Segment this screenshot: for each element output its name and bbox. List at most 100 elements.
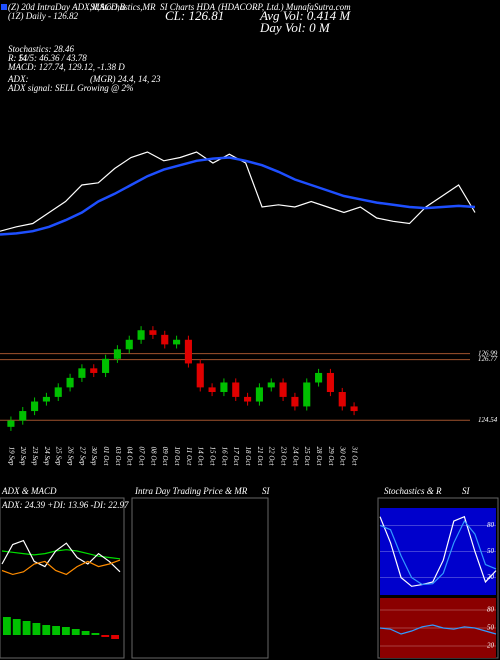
panel-title: SI: [462, 486, 471, 496]
header-text: ADX signal: SELL Growing @ 2%: [7, 83, 134, 93]
y-tick-label: 20: [487, 642, 495, 650]
header-text: MACD: 127.74, 129.12, -1.38 D: [7, 62, 125, 72]
level-label: 126.77: [478, 355, 498, 363]
candle-body: [303, 382, 311, 407]
candle-body: [90, 368, 98, 373]
bar: [91, 633, 100, 635]
x-tick-label: 24 Sep: [43, 447, 51, 466]
header-text: (1Z) Daily - 126.82: [8, 11, 78, 21]
level-label: 126.99: [478, 349, 498, 357]
header-text: SI,Stochastics,MR: [90, 2, 156, 12]
bar: [62, 627, 70, 635]
bar: [3, 617, 11, 635]
x-tick-label: 16 Oct: [220, 447, 228, 467]
bar: [111, 635, 119, 639]
x-tick-label: 30 Sep: [90, 446, 98, 466]
x-tick-label: 21 Oct: [256, 447, 264, 467]
header-text: ADX:: [7, 74, 29, 84]
candle-body: [149, 330, 157, 335]
series-line: [379, 515, 497, 587]
candle-body: [232, 382, 240, 397]
y-tick-label: 20: [487, 573, 495, 581]
bar: [12, 619, 21, 635]
bar: [71, 629, 80, 635]
panel-title: Intra Day Trading Price & MR: [134, 486, 248, 496]
level-label: 124.54: [478, 416, 498, 424]
candle-body: [184, 339, 192, 364]
bar: [101, 635, 110, 637]
x-tick-label: 23 Oct: [279, 447, 287, 467]
header-text: (MGR) 24.4, 14, 23: [90, 74, 161, 84]
candle-body: [244, 396, 252, 402]
candle-body: [196, 363, 204, 388]
candle-body: [113, 349, 121, 359]
candle-body: [279, 382, 287, 397]
x-tick-label: 24 Oct: [291, 447, 299, 467]
candle-body: [125, 339, 133, 350]
logo: [1, 4, 7, 10]
x-tick-label: 18 Oct: [244, 447, 252, 467]
x-tick-label: 08 Oct: [149, 447, 157, 467]
candle-body: [255, 387, 263, 402]
candle-body: [161, 334, 169, 345]
x-tick-label: 01 Oct: [102, 447, 110, 467]
series-line: [1, 549, 121, 560]
header-text: Day Vol: 0 M: [259, 20, 331, 35]
header-text: Avg Vol: 0.414 M: [259, 8, 351, 23]
candle-body: [137, 330, 145, 340]
x-tick-label: 29 Oct: [327, 447, 335, 467]
header-text: CL: 126.81: [165, 8, 224, 23]
x-tick-label: 07 Oct: [137, 447, 145, 467]
panel-frame: [131, 497, 269, 659]
x-tick-label: 14 Oct: [197, 447, 205, 467]
header-text: R: 51: [7, 53, 28, 63]
x-tick-label: 27 Sep: [78, 447, 86, 466]
x-tick-label: 25 Sep: [55, 447, 63, 466]
x-tick-label: 17 Oct: [232, 447, 240, 467]
header-text: SI Charts HDA: [160, 2, 216, 12]
candle-body: [19, 411, 27, 421]
candle-body: [220, 382, 228, 393]
header-text: 14/5: 46.36 / 43.78: [18, 53, 87, 63]
bar: [81, 631, 90, 635]
candle-body: [173, 339, 181, 345]
x-tick-label: 20 Sep: [19, 447, 27, 466]
candle-body: [267, 382, 275, 388]
panel-title: SI: [262, 486, 271, 496]
y-tick-label: 50: [487, 624, 495, 632]
series-line: [0, 156, 476, 236]
x-tick-label: 22 Oct: [268, 447, 276, 467]
adx-text: ADX: 24.39 +DI: 13.96 -DI: 22.97: [1, 500, 129, 510]
series-line: [1, 539, 121, 573]
candle-body: [42, 396, 50, 402]
x-tick-label: 30 Oct: [339, 446, 347, 467]
bar: [22, 621, 31, 635]
candle-body: [291, 396, 299, 407]
candle-body: [54, 387, 62, 397]
x-tick-label: 11 Oct: [185, 447, 193, 466]
x-tick-label: 31 Oct: [350, 446, 358, 467]
panel-title: Stochastics & R: [384, 486, 442, 496]
candle-body: [102, 358, 110, 373]
candle-body: [208, 387, 216, 393]
candle-body: [31, 401, 39, 412]
x-tick-label: 10 Oct: [173, 447, 181, 467]
x-tick-label: 19 Sep: [7, 447, 15, 466]
x-tick-label: 04 Oct: [126, 447, 134, 467]
y-tick-label: 80: [487, 521, 495, 529]
candle-body: [350, 406, 358, 412]
candle-body: [338, 392, 346, 407]
header-text: (Z) 20d IntraDay ADX,MACD,B: [8, 2, 126, 12]
header-text: (HDACORP, Ltd.) MunafaSutra.com: [218, 2, 351, 12]
candle-body: [66, 377, 74, 388]
x-tick-label: 09 Oct: [161, 447, 169, 467]
x-tick-label: 25 Oct: [303, 447, 311, 467]
x-tick-label: 15 Oct: [208, 447, 216, 467]
header-text: Stochastics: 28.46: [8, 44, 74, 54]
panel-title: ADX & MACD: [1, 486, 57, 496]
bar: [52, 626, 60, 635]
bar: [32, 623, 41, 635]
x-tick-label: 03 Oct: [114, 447, 122, 467]
candle-body: [78, 368, 86, 378]
